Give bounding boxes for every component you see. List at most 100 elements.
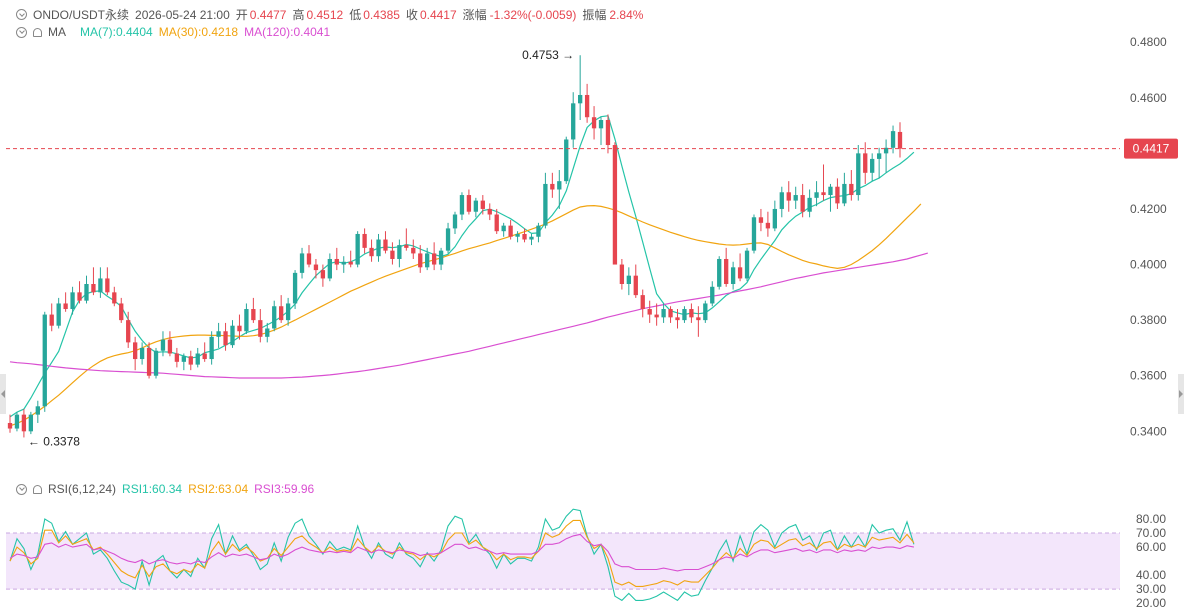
candle-body xyxy=(696,317,701,321)
rsi3-value: RSI3:59.96 xyxy=(254,482,315,496)
candle-body xyxy=(334,258,339,265)
candlestick xyxy=(890,125,896,154)
candlestick xyxy=(209,331,214,365)
candlestick xyxy=(397,239,402,268)
amplitude-value: 2.84% xyxy=(609,7,644,22)
candlestick xyxy=(612,142,618,265)
candlestick xyxy=(737,253,743,282)
candle-body xyxy=(327,258,332,279)
candle-body xyxy=(376,239,381,257)
candlestick xyxy=(77,281,82,304)
candle-body xyxy=(91,284,96,293)
candlestick xyxy=(348,250,353,268)
candle-body xyxy=(397,245,402,259)
candlestick xyxy=(28,411,34,435)
low-label: 低 xyxy=(349,8,362,22)
candle-body xyxy=(390,250,395,259)
candle-body xyxy=(265,328,270,337)
close-value: 0.4417 xyxy=(419,7,457,22)
ma7-value: MA(7):0.4404 xyxy=(80,25,153,39)
candle-body xyxy=(515,233,520,237)
rsi1-value: RSI1:60.34 xyxy=(122,482,183,496)
close-label: 收 xyxy=(405,8,418,22)
rsi-line-rsi2 xyxy=(9,519,915,587)
candle-body xyxy=(459,195,465,215)
candlestick xyxy=(452,211,458,234)
candlestick xyxy=(153,347,159,379)
candle-body xyxy=(870,158,875,173)
collapse-toggle-icon[interactable] xyxy=(16,9,27,20)
candle-body xyxy=(285,303,291,321)
scroll-left-handle[interactable] xyxy=(0,374,6,414)
candlestick xyxy=(487,203,492,221)
candlestick xyxy=(668,306,673,323)
candlestick xyxy=(654,303,659,326)
candlestick xyxy=(21,409,27,438)
candlestick xyxy=(133,336,138,371)
candle-body xyxy=(897,131,903,149)
candlestick xyxy=(181,353,186,371)
candle-body xyxy=(578,94,583,104)
price-axis-tick: 0.4800 xyxy=(1130,35,1167,49)
last-price-tag xyxy=(1124,138,1178,159)
candlestick xyxy=(70,286,75,315)
candle-body xyxy=(279,306,284,321)
candlestick xyxy=(279,295,284,323)
candle-body xyxy=(306,253,312,265)
rsi-bell-icon[interactable] xyxy=(33,484,42,494)
price-axis-tick: 0.3400 xyxy=(1130,424,1167,438)
candle-body xyxy=(105,278,110,293)
price-axis-tick: 0.4000 xyxy=(1130,258,1167,272)
rsi-line-rsi1 xyxy=(9,508,915,602)
candlestick xyxy=(619,258,625,290)
ma-label[interactable]: MA xyxy=(48,25,66,39)
candle-body xyxy=(244,309,249,332)
candlestick xyxy=(710,281,715,307)
candlestick xyxy=(174,347,180,368)
candlestick xyxy=(202,342,207,362)
candle-body xyxy=(299,253,305,273)
candle-body xyxy=(341,261,346,265)
candle-body xyxy=(70,292,75,310)
candle-body xyxy=(230,325,235,346)
candle-body xyxy=(21,414,27,432)
last-price-label: 0.4417 xyxy=(1133,142,1170,156)
symbol-label: ONDO/USDT永续 xyxy=(33,8,130,22)
candle-body xyxy=(216,331,221,337)
candlestick xyxy=(119,297,124,323)
candlestick xyxy=(522,228,527,243)
ma120-value: MA(120):0.4041 xyxy=(244,25,331,39)
candle-body xyxy=(863,153,868,173)
candle-body xyxy=(786,192,791,201)
candlestick xyxy=(571,92,576,148)
ma-line-ma30 xyxy=(9,203,922,427)
rsi-legend: RSI(6,12,24) RSI1:60.34 RSI2:63.04 RSI3:… xyxy=(16,482,320,496)
candle-body xyxy=(675,317,680,321)
candle-body xyxy=(557,181,562,190)
candle-body xyxy=(494,214,499,232)
candle-body xyxy=(63,303,68,310)
candlestick xyxy=(411,239,416,259)
scroll-right-handle[interactable] xyxy=(1178,374,1184,414)
candlestick xyxy=(772,200,777,232)
rsi-label[interactable]: RSI(6,12,24) xyxy=(48,482,117,496)
candlestick xyxy=(216,322,221,348)
candle-body xyxy=(14,414,20,429)
bell-icon[interactable] xyxy=(33,27,42,37)
rsi-line-rsi3 xyxy=(9,533,915,572)
candle-body xyxy=(717,258,722,287)
candle-body xyxy=(842,183,847,204)
candlestick xyxy=(883,139,889,173)
candle-body xyxy=(84,284,89,301)
candle-body xyxy=(883,147,889,154)
candle-body xyxy=(772,208,777,229)
rsi-collapse-icon[interactable] xyxy=(16,483,27,495)
candlestick xyxy=(779,186,784,218)
candle-body xyxy=(153,350,159,376)
change-value: -1.32%(-0.0059) xyxy=(489,7,577,22)
ma-collapse-icon[interactable] xyxy=(16,26,27,38)
candle-body xyxy=(167,339,173,354)
candlestick xyxy=(167,331,173,357)
candle-body xyxy=(647,309,652,315)
